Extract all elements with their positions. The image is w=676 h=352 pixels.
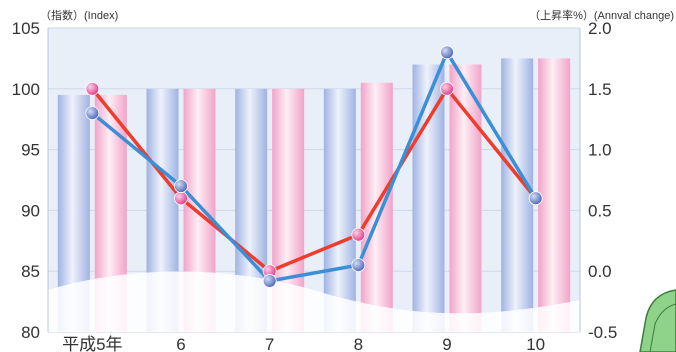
left-tick-2: 90 [21,201,40,220]
right-axis-label: （上昇率%）(Annval change) [529,8,674,22]
marker-s1-4 [440,81,454,96]
left-tick-5: 105 [12,19,40,38]
marker-s1-0 [85,81,100,96]
marker-s1-1 [174,191,188,206]
left-tick-4: 100 [12,80,40,99]
category-label-3: 8 [354,335,363,352]
marker-s2-1 [174,179,188,193]
right-tick-3: 1.0 [588,141,612,160]
marker-layer [85,45,543,288]
bar-s2-5 [538,58,571,333]
right-tick-4: 1.5 [588,80,612,99]
right-tick-2: 0.5 [588,201,612,220]
left-tick-3: 95 [21,141,40,160]
left-axis-label: （指数）(Index) [40,8,118,22]
line-series-1 [90,87,538,273]
right-tick-labels: -0.5 0.0 0.5 1.0 1.5 2.0 [588,19,617,342]
category-label-1: 6 [176,335,185,352]
bar-s1-3 [323,88,356,332]
marker-s2-4 [440,45,454,60]
bar-s1-4 [412,64,445,332]
right-tick-0: -0.5 [588,323,617,342]
decorative-wave [48,271,580,332]
left-tick-labels: 80 85 90 95 100 105 [12,19,40,342]
category-label-0: 平成5年 [62,335,122,352]
line-series-2 [91,50,538,283]
category-label-5: 10 [526,335,545,352]
marker-s2-5 [528,191,543,206]
category-label-2: 7 [265,335,274,352]
marker-s2-0 [85,106,100,121]
left-tick-1: 85 [21,262,40,281]
marker-s2-2 [262,274,277,288]
category-label-4: 9 [442,335,451,352]
marker-s1-3 [351,227,366,242]
category-labels: 平成5年 6 7 8 9 10 [62,335,545,352]
bar-s1-5 [501,58,534,333]
bar-s2-4 [449,64,482,332]
right-tick-1: 0.0 [588,262,612,281]
marker-s2-3 [351,258,366,273]
right-tick-5: 2.0 [588,19,612,38]
green-mascot-decoration [639,289,676,352]
line-layer [90,50,538,283]
left-tick-0: 80 [21,323,40,342]
